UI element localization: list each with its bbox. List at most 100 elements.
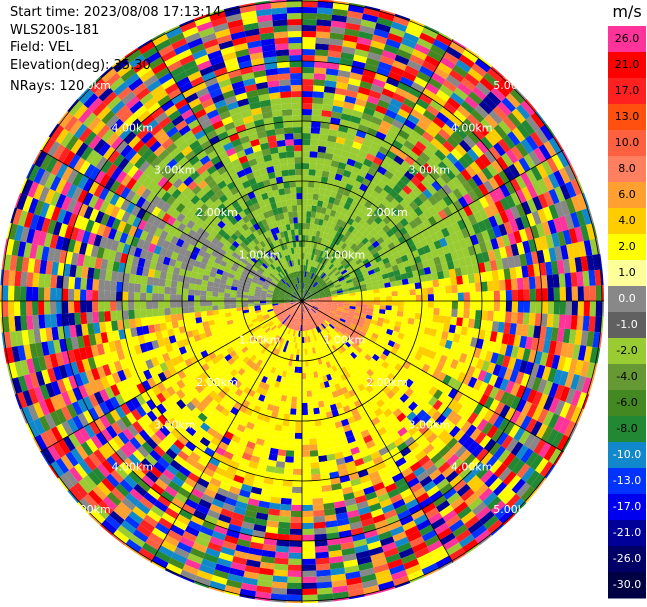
ppi-cell (317, 310, 323, 315)
ppi-cell (468, 388, 479, 400)
ppi-cell (399, 327, 407, 335)
ppi-cell (403, 306, 410, 313)
ppi-cell (340, 316, 347, 321)
ppi-cell (444, 356, 454, 367)
ppi-cell (505, 393, 516, 408)
ppi-cell (436, 345, 445, 355)
info-panel: Start time: 2023/08/08 17:13:14 WLS200s-… (10, 4, 221, 96)
ppi-cell (317, 309, 324, 313)
ppi-cell (546, 313, 554, 328)
ppi-cell (369, 336, 377, 343)
ppi-cell (473, 390, 484, 403)
ppi-cell (435, 329, 443, 339)
ppi-cell (542, 410, 555, 427)
ppi-cell (307, 302, 314, 306)
ppi-cell (451, 308, 458, 318)
ppi-cell (373, 301, 380, 306)
ppi-cell (367, 301, 374, 305)
ppi-cell (444, 316, 452, 325)
ppi-cell (526, 389, 538, 404)
ppi-cell (559, 386, 571, 403)
ppi-cell (463, 309, 470, 319)
ppi-cell (515, 384, 527, 399)
ppi-cell (569, 423, 578, 439)
ppi-cell (523, 301, 530, 313)
ppi-cell (427, 307, 434, 315)
ppi-cell (396, 311, 404, 317)
ppi-cell (594, 316, 602, 333)
ppi-cell (353, 314, 360, 320)
ppi-cell (513, 334, 522, 348)
ppi-cell (559, 402, 571, 419)
ppi-cell (427, 301, 434, 308)
ppi-cell (347, 328, 354, 334)
ppi-cell (425, 320, 433, 329)
ppi-cell (367, 307, 374, 313)
ppi-cell (592, 331, 601, 348)
ppi-cell (422, 348, 431, 358)
ppi-cell (334, 315, 341, 321)
ppi-cell (548, 340, 557, 355)
ppi-cell (565, 404, 577, 421)
ppi-cell (600, 316, 604, 333)
ppi-cell (511, 301, 518, 313)
ppi-cell (466, 327, 474, 338)
ppi-cell (390, 315, 397, 321)
ppi-cell (330, 310, 337, 314)
ppi-cell (493, 376, 504, 389)
ppi-cell (350, 322, 357, 329)
ppi-cell (369, 323, 377, 329)
ppi-cell (467, 318, 476, 329)
ppi-cell (598, 332, 603, 349)
ppi-cell (455, 361, 465, 372)
ppi-cell (355, 306, 362, 311)
ppi-cell (439, 301, 446, 309)
ppi-cell (444, 339, 453, 350)
ppi-cell (441, 364, 450, 375)
ppi-cell (364, 318, 372, 324)
ppi-cell (582, 393, 590, 410)
ppi-cell (408, 336, 417, 344)
ppi-cell (478, 329, 486, 340)
ppi-cell (385, 305, 392, 311)
ppi-cell (385, 344, 393, 352)
ppi-cell (423, 327, 432, 336)
ppi-cell (552, 314, 560, 328)
ppi-cell (492, 311, 500, 322)
ppi-cell (313, 301, 320, 303)
ppi-cell (430, 359, 440, 370)
ppi-cell (442, 374, 452, 385)
ppi-cell (504, 311, 512, 323)
ppi-cell (327, 316, 334, 321)
ppi-cell (373, 308, 380, 314)
ppi-cell (583, 301, 590, 317)
ppi-cell (395, 337, 403, 345)
ppi-cell (343, 301, 350, 304)
ppi-cell (484, 350, 494, 363)
ppi-cell (313, 302, 320, 304)
ppi-cell (509, 369, 519, 383)
ppi-cell (487, 340, 496, 353)
ppi-cell (595, 347, 601, 364)
ppi-cell (583, 346, 593, 363)
ppi-cell (354, 312, 361, 317)
ppi-cell (534, 313, 542, 327)
ppi-cell (472, 328, 480, 339)
ppi-cell (577, 301, 584, 316)
ppi-cell (319, 301, 326, 304)
ppi-cell (557, 355, 567, 371)
ppi-cell (498, 365, 508, 379)
ppi-cell (540, 313, 548, 327)
ppi-cell (355, 301, 362, 305)
ppi-cell (504, 380, 515, 394)
ppi-cell (473, 319, 482, 330)
ppi-cell (307, 303, 313, 307)
ppi-cell (348, 325, 356, 331)
ppi-cell (587, 378, 594, 395)
ppi-cell (387, 340, 396, 348)
ppi-cell (379, 301, 386, 306)
ppi-cell (386, 328, 394, 336)
ppi-cell (477, 369, 487, 382)
ppi-cell (521, 324, 529, 337)
ppi-cell (356, 322, 364, 328)
